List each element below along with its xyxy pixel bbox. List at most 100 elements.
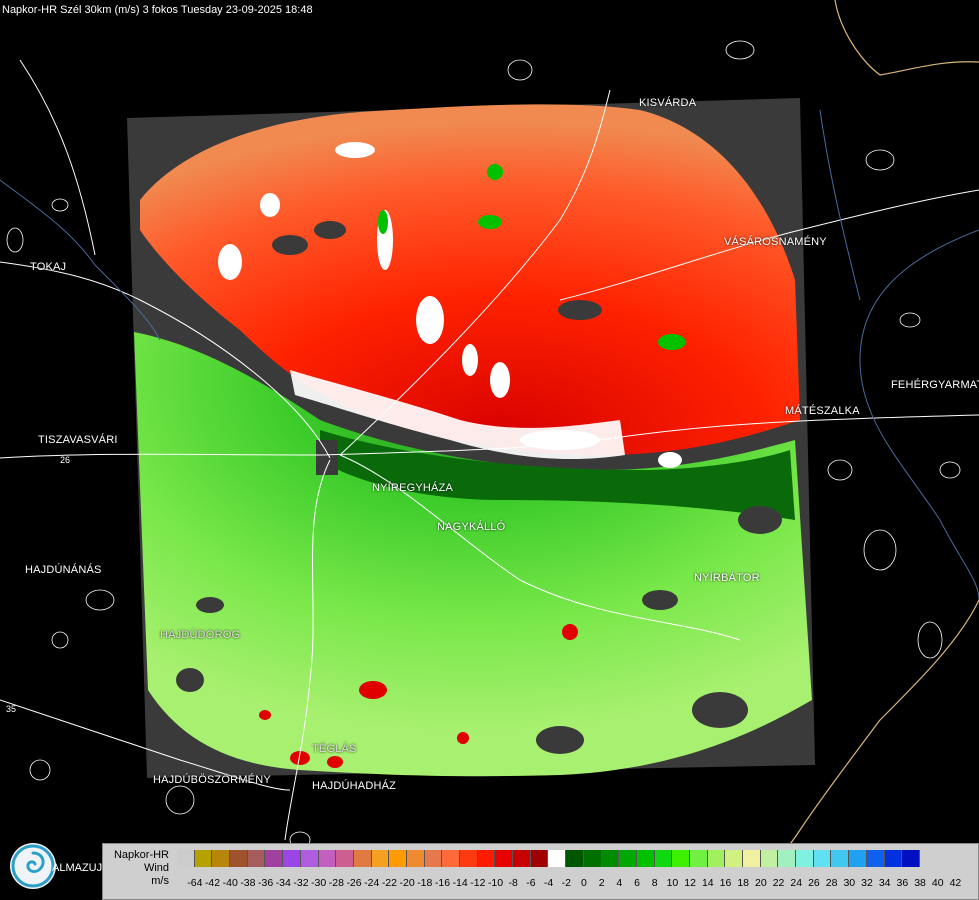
legend-swatch [283, 850, 301, 867]
town-label-nagykallo: NAGYKÁLLÓ [437, 521, 506, 533]
legend-tick-label: -40 [222, 877, 238, 889]
town-label-vasarosnameny: VÁSÁROSNAMÉNY [724, 236, 827, 248]
legend-tick-label: -28 [328, 877, 344, 889]
legend-ticks: -64 -42 -40 -38 -36 -34 -32 -30 -28 -26 -24 -22 -20-… [177, 877, 961, 889]
town-label-kisvarda: KISVÁRDA [639, 97, 697, 109]
legend-product: Napkor-HR [113, 849, 169, 861]
napkor-logo [10, 843, 56, 889]
legend-tick-label: 6 [634, 877, 640, 889]
river-network [0, 109, 979, 601]
town-label-nyiregyhaza: NYÍREGYHÁZA [372, 482, 454, 494]
legend-swatch [689, 850, 708, 867]
town-label-teglas: TÉGLÁS [312, 743, 357, 755]
legend-tick-label: 38 [914, 877, 926, 889]
legend-swatch [300, 850, 319, 867]
legend-swatch [353, 850, 372, 867]
town-label-nyirbator: NYÍRBÁTOR [694, 572, 760, 584]
legend-tick-label: 0 [581, 877, 587, 889]
legend-tick-label: -6 [526, 877, 536, 889]
legend-swatch [778, 850, 797, 867]
legend-swatch [583, 850, 602, 867]
legend-swatch [513, 850, 531, 867]
town-label-tokaj: TOKAJ [30, 261, 67, 273]
legend-swatch [866, 850, 885, 867]
legend-swatch [495, 850, 514, 867]
legend-tick-label: -34 [275, 877, 291, 889]
legend-swatch [672, 850, 690, 867]
legend-swatch [247, 850, 266, 867]
legend-quantity: Wind [143, 862, 169, 874]
spiral-logo-icon [11, 844, 55, 888]
legend-swatch [831, 850, 850, 867]
legend-tick-label: 24 [790, 877, 803, 889]
town-label-hajduboszormeny: HAJDÚBÖSZÖRMÉNY [153, 774, 271, 786]
legend-swatch [636, 850, 655, 867]
legend-tick-label: 10 [666, 877, 679, 889]
town-label-fehergyarmat: FEHÉRGYARMAT [891, 379, 979, 391]
legend-swatch [760, 850, 779, 867]
wind-echo-green [134, 332, 812, 777]
legend-swatch [725, 850, 743, 867]
legend-tick-label: -64 [187, 877, 203, 889]
legend-swatch [743, 850, 761, 867]
legend-swatch [619, 850, 637, 867]
legend-tick-label: -32 [293, 877, 309, 889]
wind-echo-red [140, 104, 800, 456]
legend-tick-label: -18 [417, 877, 433, 889]
legend-tick-label: -2 [561, 877, 571, 889]
legend-swatch [336, 850, 354, 867]
legend-tick-label: -26 [346, 877, 362, 889]
legend-tick-label: -36 [258, 877, 274, 889]
legend-tick-label: 22 [772, 877, 785, 889]
legend-tick-label: 40 [931, 877, 944, 889]
legend-tick-label: -30 [311, 877, 327, 889]
legend-swatch [389, 850, 407, 867]
legend-tick-label: 28 [825, 877, 838, 889]
legend-swatch [477, 850, 496, 867]
legend-swatch [212, 850, 231, 867]
legend-tick-label: 2 [598, 877, 605, 889]
road-number-35: 35 [6, 704, 16, 714]
legend-swatch [902, 850, 920, 867]
legend-tick-label: 32 [861, 877, 873, 889]
red-echo-patches-south [259, 624, 578, 768]
legend-tick-label: 18 [737, 877, 749, 889]
legend-swatch [884, 850, 903, 867]
wind-echo-darkgreen [320, 430, 795, 520]
radar-site-marker [316, 440, 338, 475]
legend-swatch [460, 850, 478, 867]
legend-tick-label: -10 [487, 877, 504, 889]
legend-tick-label: 26 [808, 877, 820, 889]
legend-tick-label: -4 [543, 877, 554, 889]
legend-tick-label: -22 [381, 877, 397, 889]
legend-tick-label: 4 [616, 877, 623, 889]
legend-swatch [530, 850, 549, 867]
legend-unit: m/s [151, 875, 169, 887]
legend-tick-label: -8 [508, 877, 518, 889]
road-number-26: 26 [60, 455, 70, 465]
legend-swatch [177, 850, 195, 867]
legend-tick-label: -24 [364, 877, 380, 889]
town-label-hajduhadhaz: HAJDÚHADHÁZ [312, 780, 397, 792]
legend-tick-label: -12 [470, 877, 486, 889]
legend-swatch [194, 850, 213, 867]
town-label-hajdunanas: HAJDÚNÁNÁS [25, 564, 102, 576]
legend-swatch [424, 850, 443, 867]
green-echo-patches-north [378, 164, 686, 350]
town-label-hajdudorog: HAJDÚDOROG [160, 629, 241, 641]
legend-tick-label: -20 [399, 877, 415, 889]
legend-swatch [406, 850, 425, 867]
color-legend: Napkor-HR Wind m/s -64 -42 -40 -38 -36 -34 -32… [102, 843, 979, 900]
legend-swatch [230, 850, 248, 867]
legend-swatches [177, 850, 920, 867]
legend-swatch [849, 850, 867, 867]
legend-tick-label: 12 [684, 877, 696, 889]
legend-tick-label: -16 [434, 877, 451, 889]
legend-tick-label: 34 [878, 877, 891, 889]
legend-swatch [548, 850, 567, 867]
legend-tick-label: -42 [204, 877, 221, 889]
legend-tick-label: 16 [719, 877, 732, 889]
legend-swatch [318, 850, 337, 867]
legend-tick-label: 20 [755, 877, 767, 889]
